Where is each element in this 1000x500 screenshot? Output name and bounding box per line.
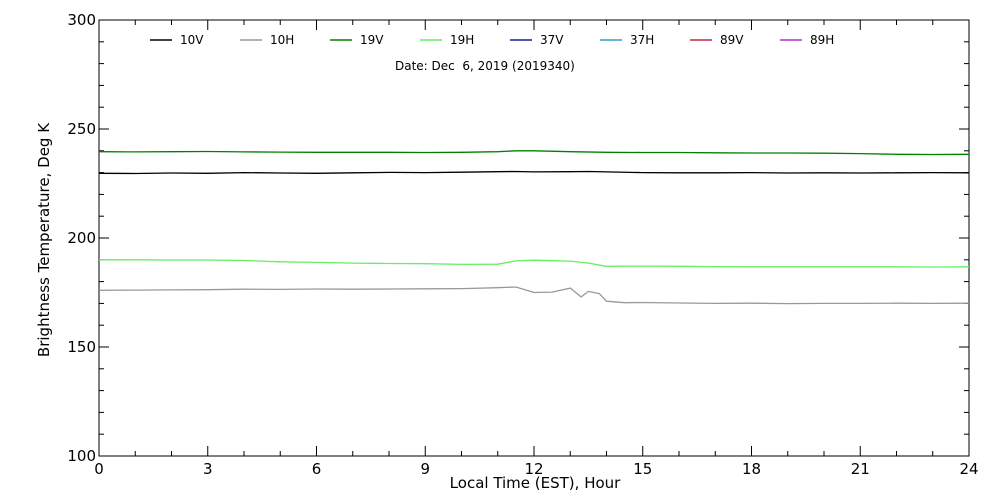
series-line-10v: [98, 170, 970, 175]
legend-label-10h: 10H: [270, 33, 294, 47]
y-tick-label: 250: [67, 120, 96, 138]
plot-frame: [98, 19, 970, 457]
y-tick-label: 300: [67, 11, 96, 29]
series-line-10h: [98, 286, 970, 305]
x-tick-label: 3: [203, 460, 213, 478]
legend: 10V 10H 19V 19H 37V 37H 89V 89H: [150, 33, 834, 47]
legend-label-19h: 19H: [450, 33, 474, 47]
series-line-19h: [99, 259, 970, 268]
x-tick-label: 12: [524, 460, 543, 478]
y-tick-label: 100: [67, 447, 96, 465]
legend-label-89h: 89H: [810, 33, 834, 47]
x-tick-label: 21: [851, 460, 870, 478]
date-annotation: Date: Dec 6, 2019 (2019340): [395, 59, 575, 73]
x-tick-label: 18: [742, 460, 761, 478]
series-line-19v: [98, 150, 970, 156]
tick-labels: 0 3 6 9 12 15 18 21 24 100 150 200 250 300: [67, 11, 978, 478]
x-axis-title: Local Time (EST), Hour: [450, 474, 621, 492]
x-tick-label: 0: [94, 460, 104, 478]
y-tick-label: 150: [67, 338, 96, 356]
x-tick-label: 15: [633, 460, 652, 478]
x-tick-label: 9: [420, 460, 430, 478]
legend-label-37h: 37H: [630, 33, 654, 47]
legend-label-10v: 10V: [180, 33, 204, 47]
y-axis-title: Brightness Temperature, Deg K: [35, 122, 53, 357]
x-tick-label: 6: [312, 460, 322, 478]
data-series: [98, 150, 970, 305]
legend-label-89v: 89V: [720, 33, 744, 47]
x-tick-label: 24: [959, 460, 978, 478]
axis-ticks: [98, 19, 970, 457]
y-tick-label: 200: [67, 229, 96, 247]
legend-label-19v: 19V: [360, 33, 384, 47]
legend-label-37v: 37V: [540, 33, 564, 47]
